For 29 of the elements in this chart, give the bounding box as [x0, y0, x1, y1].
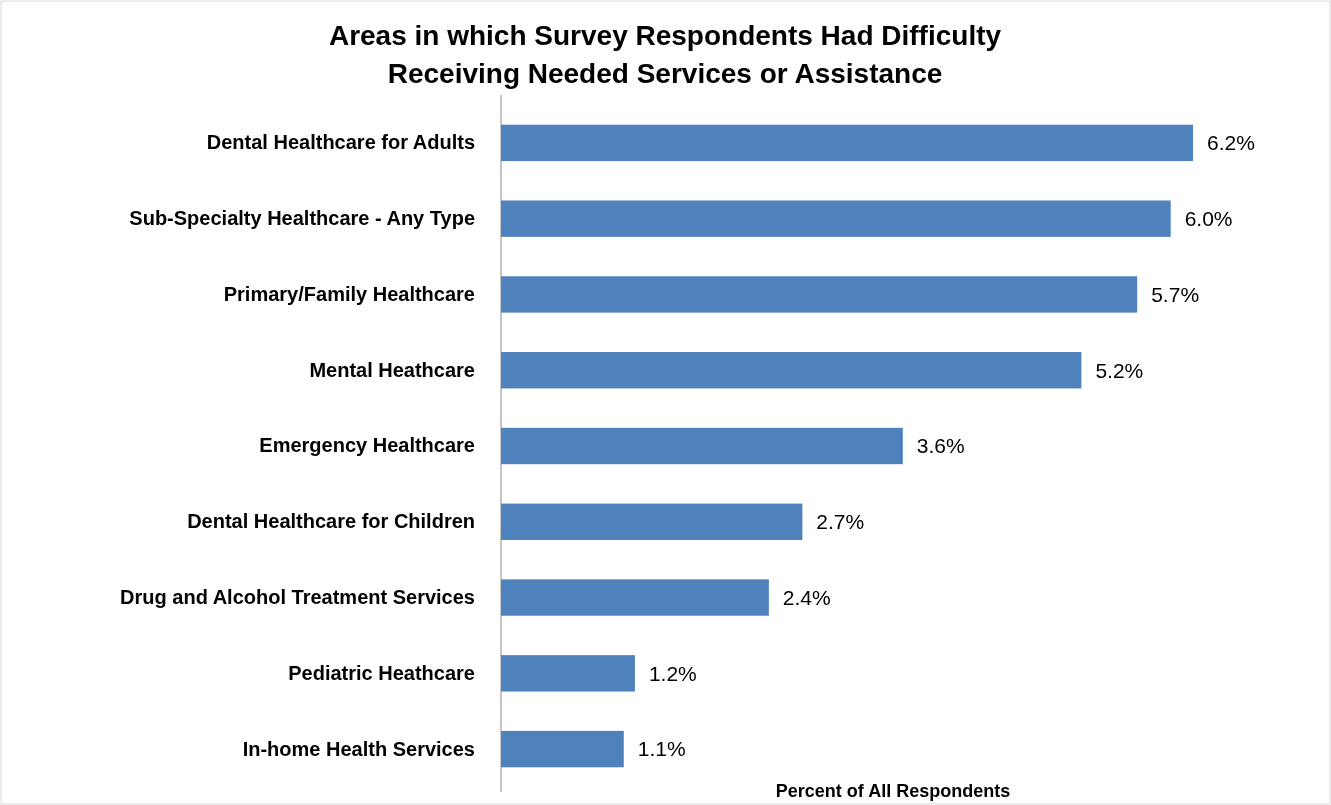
- data-label: 6.2%: [1207, 131, 1255, 155]
- y-tick-label: Pediatric Heathcare: [288, 661, 475, 684]
- data-label: 1.2%: [648, 661, 697, 685]
- data-label: 2.7%: [816, 510, 865, 534]
- bar: [501, 124, 1193, 162]
- bar: [501, 730, 624, 768]
- bar: [501, 655, 635, 692]
- y-tick-label: In-home Health Services: [242, 737, 475, 760]
- chart-title: Areas in which Survey Respondents Had Difficulty Receiving Needed Services or Assistance: [328, 20, 1002, 89]
- y-tick-label: Primary/Family Healthcare: [223, 282, 475, 305]
- x-axis-title: Percent of All Respondents: [775, 781, 1011, 801]
- y-tick-label: Mental Heathcare: [309, 358, 475, 381]
- bar: [501, 200, 1171, 237]
- bar: [501, 579, 769, 616]
- data-label: 6.0%: [1184, 207, 1233, 231]
- bar: [501, 427, 903, 465]
- bar: [501, 276, 1138, 313]
- y-tick-label: Sub-Specialty Healthcare - Any Type: [129, 207, 475, 230]
- data-label: 2.4%: [782, 585, 831, 609]
- bar: [501, 503, 803, 540]
- data-label: 5.7%: [1151, 282, 1200, 306]
- data-label: 1.1%: [637, 737, 686, 761]
- y-tick-label: Dental Healthcare for Adults: [206, 131, 475, 154]
- data-label: 3.6%: [916, 434, 965, 458]
- data-label: 5.2%: [1095, 358, 1144, 382]
- y-tick-label: Dental Healthcare for Children: [187, 510, 475, 533]
- y-tick-label: Emergency Healthcare: [259, 434, 475, 457]
- y-tick-label: Drug and Alcohol Treatment Services: [120, 585, 475, 608]
- bar: [501, 352, 1082, 389]
